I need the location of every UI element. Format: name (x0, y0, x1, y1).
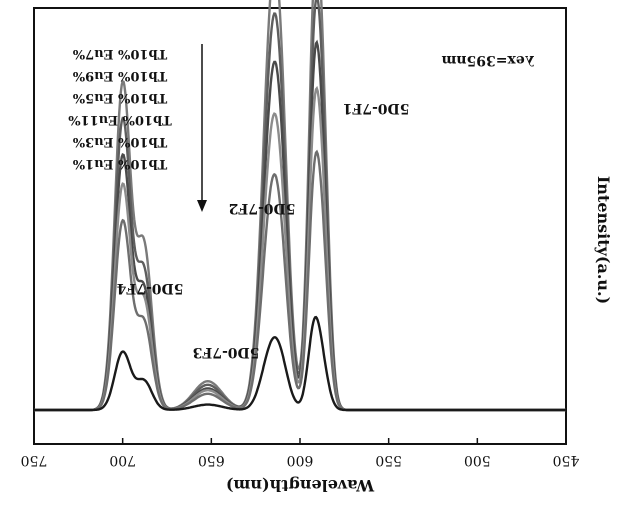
x-tick-label: 650 (198, 452, 225, 468)
transition-labels: 5D0-7F4 5D0-7F3 5D0-7F2 5D0-7F1 (116, 100, 409, 360)
legend-entry: Tb10% Eu11% (68, 112, 172, 127)
transition-label: 5D0-7F1 (343, 100, 410, 116)
series-group (34, 0, 566, 412)
legend-entry: Tb10% Eu7% (72, 46, 167, 61)
x-tick-label: 450 (553, 452, 580, 468)
x-axis-title: Wavelength(nm) (226, 476, 375, 495)
x-tick-label: 500 (464, 452, 491, 468)
legend-entry: Tb10% Eu9% (72, 68, 167, 83)
legend-entry: Tb10% Eu3% (72, 134, 167, 149)
excitation-label: λex=395nm (441, 52, 534, 68)
x-tick-label: 700 (109, 452, 136, 468)
x-tick-label: 550 (375, 452, 402, 468)
trend-arrow-head (197, 200, 207, 212)
legend-entry: Tb10% Eu1% (72, 156, 167, 171)
y-axis-title: Intensity(a.u.) (594, 176, 613, 304)
transition-label: 5D0-7F3 (193, 344, 260, 360)
transition-label: 5D0-7F2 (229, 200, 296, 216)
transition-label: 5D0-7F4 (116, 280, 183, 296)
x-axis: 750 700 650 600 550 500 450 (21, 438, 580, 468)
x-tick-label: 750 (21, 452, 48, 468)
legend: Tb10% Eu7% Tb10% Eu9% Tb10% Eu5% Tb10% Eu11… (68, 46, 172, 171)
legend-entry: Tb10% Eu5% (72, 90, 167, 105)
x-tick-label: 600 (287, 452, 314, 468)
series-line (34, 315, 566, 412)
